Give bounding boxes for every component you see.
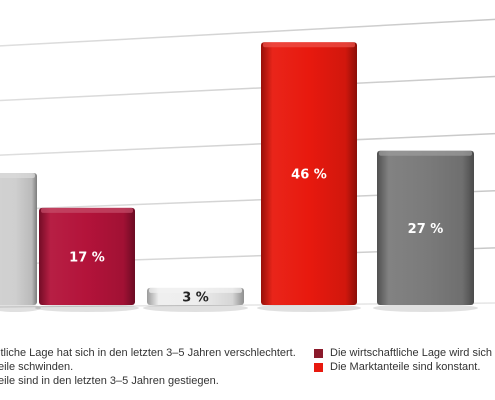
bar-shadow <box>257 304 361 312</box>
legend-label: ltliche Lage hat sich in den letzten 3–5… <box>0 347 296 359</box>
legend-label: Die Marktanteile sind konstant. <box>330 361 481 373</box>
gridline <box>0 132 495 156</box>
bar-shadow <box>143 304 248 312</box>
data-label: 27 % <box>408 222 444 237</box>
bar-shadow <box>373 304 478 312</box>
data-label: 17 % <box>69 250 105 265</box>
bar-top <box>379 150 472 156</box>
legend-label: eile sind in den letzten 3–5 Jahren gest… <box>0 375 219 387</box>
bar <box>377 150 474 305</box>
legend-item: eile sind in den letzten 3–5 Jahren gest… <box>0 374 310 388</box>
data-label: 3 % <box>182 290 209 305</box>
data-label: 46 % <box>291 168 327 183</box>
legend-swatch <box>314 362 323 372</box>
bar-top <box>0 173 35 178</box>
legend-item: Die Marktanteile sind konstant. <box>314 360 495 374</box>
legend-label: eile schwinden. <box>0 361 74 373</box>
legend-label: Die wirtschaftliche Lage wird sich <box>330 347 493 359</box>
bar-top <box>41 207 133 213</box>
bar-shadow <box>0 304 41 312</box>
legend-left: ltliche Lage hat sich in den letzten 3–5… <box>0 346 310 388</box>
gridline <box>0 18 495 47</box>
bar-top <box>149 287 242 293</box>
bar <box>0 173 37 305</box>
bar-shadow <box>35 304 139 312</box>
legend-right: Die wirtschaftliche Lage wird sich Die M… <box>314 346 495 374</box>
bar <box>39 207 135 305</box>
legend-item: Die wirtschaftliche Lage wird sich <box>314 346 495 360</box>
bar <box>261 42 357 306</box>
legend-item: eile schwinden. <box>0 360 310 374</box>
legend-swatch <box>314 348 323 358</box>
gridline <box>0 75 495 102</box>
legend-item: ltliche Lage hat sich in den letzten 3–5… <box>0 346 310 360</box>
bar-top <box>263 42 355 48</box>
